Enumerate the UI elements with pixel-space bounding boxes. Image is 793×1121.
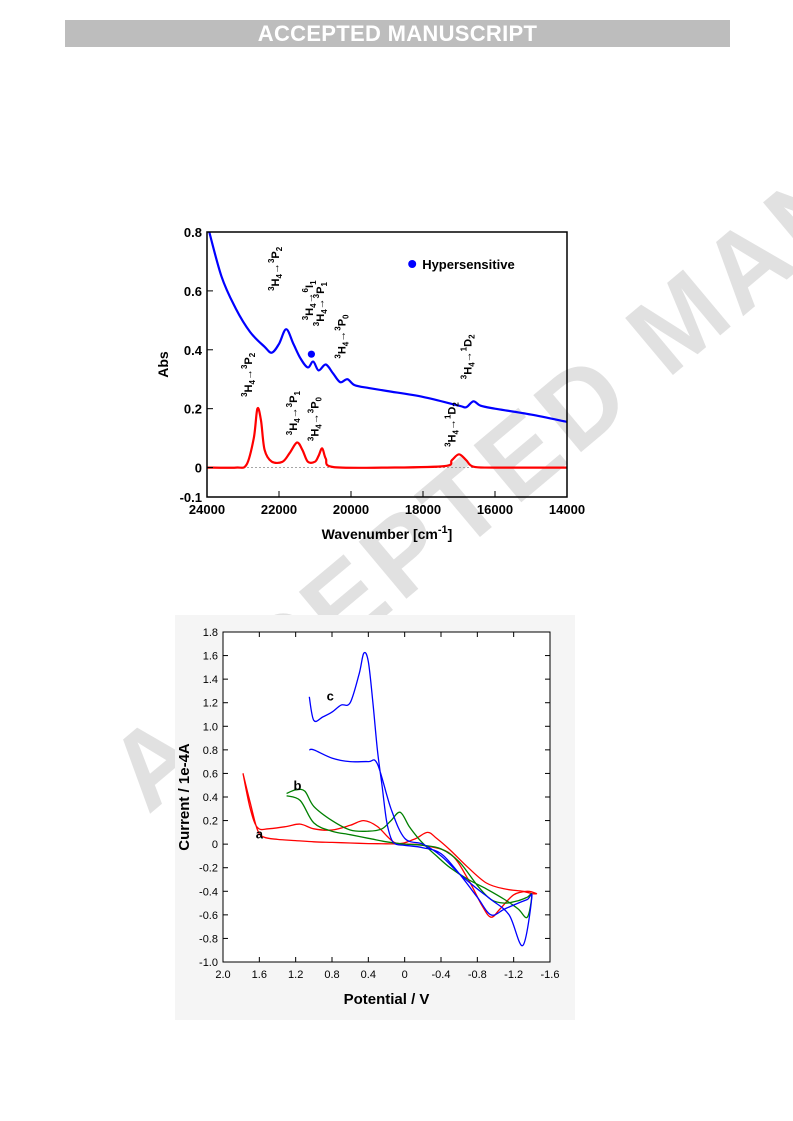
x-tick-label: 2.0 xyxy=(215,969,230,981)
curve-label-a: a xyxy=(256,826,264,841)
x-tick-label: 20000 xyxy=(333,502,369,517)
y-tick-label: -0.6 xyxy=(199,910,218,922)
transition-label: 3H4→6I1 xyxy=(301,280,318,320)
transition-text: 3H4→1D2 xyxy=(443,402,460,447)
y-tick-label: 0.2 xyxy=(184,402,202,417)
plot-frame xyxy=(206,231,568,498)
y-tick-label: -1.0 xyxy=(199,957,218,969)
x-tick-label: 0.4 xyxy=(361,969,376,981)
transition-text: 3H4→3P1 xyxy=(312,282,329,327)
y-tick-label: 0.8 xyxy=(203,745,218,757)
legend-marker xyxy=(408,260,417,268)
y-tick-label: 0.6 xyxy=(203,768,218,780)
x-tick-label: 0 xyxy=(402,969,408,981)
legend-label: Hypersensitive xyxy=(422,257,515,272)
y-tick-label: 0.4 xyxy=(184,343,203,358)
x-tick-label: 22000 xyxy=(261,502,297,517)
transition-text: 3H4→3P0 xyxy=(334,314,351,359)
x-axis-label: Wavenumber [cm-1] xyxy=(322,524,453,542)
x-tick-label: -1.2 xyxy=(504,969,523,981)
absorption-spectrum-chart: 24000 22000 20000 18000 16000 14000 -0.1 0 0.2 0.… xyxy=(155,225,585,542)
spectrum-line-top xyxy=(208,232,567,423)
x-tick-label: -0.8 xyxy=(468,969,487,981)
x-tick-label: 18000 xyxy=(405,502,441,517)
transition-label: 3H4→3P0 xyxy=(334,314,351,359)
y-tick-label: 1.4 xyxy=(203,674,218,686)
transition-label: 3H4→3P1 xyxy=(312,282,329,327)
x-tick-label: -1.6 xyxy=(541,969,560,981)
banner-text: ACCEPTED MANUSCRIPT xyxy=(257,20,538,46)
x-tick-label: 16000 xyxy=(477,502,513,517)
y-tick-label: 1.0 xyxy=(203,721,218,733)
y-tick-label: 0 xyxy=(195,461,202,476)
transition-label: 3H4→3P0 xyxy=(307,396,324,441)
y-tick-label: -0.1 xyxy=(180,490,202,505)
transition-label: 3H4→1D2 xyxy=(443,402,460,447)
spectrum-line-bottom xyxy=(207,406,567,469)
transition-text: 3H4→1D2 xyxy=(460,334,477,379)
curve-label-b: b xyxy=(294,778,302,793)
y-tick-label: 0.2 xyxy=(203,816,218,828)
y-axis-label: Abs xyxy=(155,351,171,378)
y-tick-label: 1.6 xyxy=(203,651,218,663)
x-tick-label: 0.8 xyxy=(324,969,339,981)
transition-label: 3H4→3P2 xyxy=(240,352,257,397)
transition-label: 3H4→3P1 xyxy=(285,391,302,436)
y-tick-label: 1.8 xyxy=(203,627,218,639)
transition-text: 3H4→3P1 xyxy=(285,391,302,436)
manuscript-banner: ACCEPTED MANUSCRIPT xyxy=(65,20,730,47)
x-tick-label: -0.4 xyxy=(432,969,451,981)
y-tick-label: 1.2 xyxy=(203,698,218,710)
curve-label-c: c xyxy=(327,688,334,703)
transition-text: 3H4→3P2 xyxy=(240,352,257,397)
transition-label: 3H4→3P2 xyxy=(267,246,284,291)
x-axis-label-sup: -1 xyxy=(438,524,448,536)
y-tick-label: 0.6 xyxy=(184,284,202,299)
y-tick-label: -0.4 xyxy=(199,886,218,898)
y-tick-label: -0.2 xyxy=(199,863,218,875)
y-tick-label: -0.8 xyxy=(199,933,218,945)
x-tick-label: 1.6 xyxy=(252,969,267,981)
transition-text: 3H4→3P2 xyxy=(267,246,284,291)
transition-text: 3H4→3P0 xyxy=(307,396,324,441)
plot-area xyxy=(223,632,550,962)
x-tick-label: 14000 xyxy=(549,502,585,517)
cyclic-voltammogram-chart: a b c 2.0 1.6 1.2 0.8 0.4 0 -0.4 -0.8 -1.2 -1.6 -1.0 -… xyxy=(175,615,575,1020)
cv-curve-c xyxy=(308,651,533,947)
cv-curve-b xyxy=(286,788,533,919)
transition-text: 3H4→6I1 xyxy=(301,280,318,320)
hypersensitive-marker xyxy=(307,350,315,358)
x-tick-label: 24000 xyxy=(189,502,225,517)
x-axis-label: Potential / V xyxy=(344,991,430,1008)
y-tick-label: 0 xyxy=(212,839,218,851)
transition-label: 3H4→1D2 xyxy=(460,334,477,379)
x-tick-label: 1.2 xyxy=(288,969,303,981)
y-tick-label: 0.4 xyxy=(203,792,218,804)
x-axis-label-end: ] xyxy=(448,526,453,542)
y-tick-label: 0.8 xyxy=(184,225,202,240)
y-axis-label: Current / 1e-4A xyxy=(176,743,193,851)
